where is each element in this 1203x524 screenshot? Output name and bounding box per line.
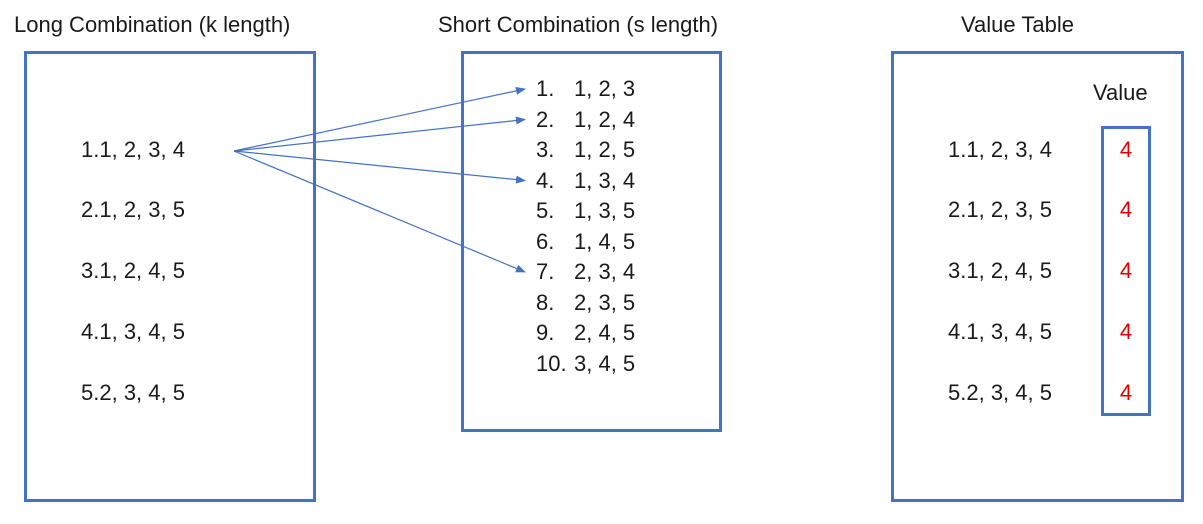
combination-values: 2, 3, 4, 5 <box>99 380 185 405</box>
item-number: 5. <box>536 198 555 223</box>
item-number: 7. <box>536 259 555 284</box>
combination-values: 2, 3, 4, 5 <box>966 380 1052 405</box>
value-column-header: Value <box>1093 80 1148 105</box>
combination-values: 1, 2, 4 <box>574 106 636 132</box>
combination-values: 1, 2, 3, 4 <box>966 137 1052 162</box>
short-combination-item: 3. 1, 2, 5 <box>536 139 635 161</box>
combination-values: 1, 2, 5 <box>574 137 636 162</box>
value-table-item: 2. 1, 2, 3, 5 <box>948 199 1052 221</box>
item-number: 9. <box>536 320 555 345</box>
item-number: 10. <box>536 350 567 376</box>
short-combination-item: 2. 1, 2, 4 <box>536 106 636 132</box>
item-number: 4. <box>948 319 967 344</box>
item-number: 4. <box>536 167 555 193</box>
item-number: 2. <box>536 106 555 132</box>
short-combination-title: Short Combination (s length) <box>438 12 719 37</box>
item-number: 3. <box>81 258 100 283</box>
arrow-to-short-item-7 <box>233 150 526 273</box>
long-combination-item: 1. 1, 2, 3, 4 <box>81 139 185 161</box>
combination-values: 1, 4, 5 <box>574 228 636 254</box>
item-number: 5. <box>948 380 967 405</box>
value-cell: 4 <box>1119 380 1133 405</box>
short-combination-item: 4. 1, 3, 4 <box>536 167 636 193</box>
value-table-item: 1. 1, 2, 3, 4 <box>948 139 1052 161</box>
item-number: 2. <box>948 197 967 222</box>
value-cell: 4 <box>1119 258 1133 283</box>
short-combination-item: 10. 3, 4, 5 <box>536 350 636 376</box>
combination-values: 3, 4, 5 <box>574 350 636 376</box>
arrow-to-short-item-4 <box>233 150 526 184</box>
item-number: 6. <box>536 228 555 254</box>
value-cell: 4 <box>1119 137 1133 162</box>
short-combination-item: 6. 1, 4, 5 <box>536 228 636 254</box>
value-cell: 4 <box>1119 319 1133 344</box>
value-table-item: 4. 1, 3, 4, 5 <box>948 321 1052 343</box>
value-cell: 4 <box>1119 197 1133 222</box>
value-table-title: Value Table <box>961 12 1074 37</box>
arrow-to-short-item-2 <box>233 116 526 152</box>
short-combination-item: 8. 2, 3, 5 <box>536 289 636 315</box>
arrow-to-short-item-1 <box>233 86 526 152</box>
item-number: 2. <box>81 197 100 222</box>
short-combination-item: 1. 1, 2, 3 <box>536 78 635 100</box>
long-combination-item: 5. 2, 3, 4, 5 <box>81 382 185 404</box>
item-number: 1. <box>81 137 100 162</box>
short-combination-item: 5. 1, 3, 5 <box>536 200 635 222</box>
combination-values: 1, 2, 3, 5 <box>966 197 1052 222</box>
combination-values: 1, 2, 3, 4 <box>99 137 185 162</box>
long-combination-box <box>24 51 316 502</box>
combination-values: 2, 3, 4 <box>574 259 636 284</box>
item-number: 1. <box>948 137 967 162</box>
long-combination-item: 3. 1, 2, 4, 5 <box>81 260 185 282</box>
short-combination-item: 9. 2, 4, 5 <box>536 322 635 344</box>
combination-values: 1, 3, 5 <box>574 198 636 223</box>
item-number: 3. <box>536 137 555 162</box>
item-number: 3. <box>948 258 967 283</box>
value-table-item: 5. 2, 3, 4, 5 <box>948 382 1052 404</box>
short-combination-box <box>461 51 722 432</box>
combination-values: 1, 2, 3 <box>574 76 636 101</box>
long-combination-item: 4. 1, 3, 4, 5 <box>81 321 185 343</box>
item-number: 1. <box>536 76 555 101</box>
combination-values: 2, 4, 5 <box>574 320 636 345</box>
item-number: 8. <box>536 289 555 315</box>
short-combination-item: 7. 2, 3, 4 <box>536 261 635 283</box>
combination-values: 1, 2, 4, 5 <box>99 258 185 283</box>
long-combination-item: 2. 1, 2, 3, 5 <box>81 199 185 221</box>
combination-values: 1, 3, 4 <box>574 167 636 193</box>
combination-values: 2, 3, 5 <box>574 289 636 315</box>
item-number: 4. <box>81 319 100 344</box>
value-column-highlight <box>1101 126 1151 416</box>
combination-values: 1, 3, 4, 5 <box>966 319 1052 344</box>
value-table-item: 3. 1, 2, 4, 5 <box>948 260 1052 282</box>
long-combination-title: Long Combination (k length) <box>14 12 291 37</box>
combination-values: 1, 2, 4, 5 <box>966 258 1052 283</box>
combination-values: 1, 2, 3, 5 <box>99 197 185 222</box>
combination-values: 1, 3, 4, 5 <box>99 319 185 344</box>
item-number: 5. <box>81 380 100 405</box>
